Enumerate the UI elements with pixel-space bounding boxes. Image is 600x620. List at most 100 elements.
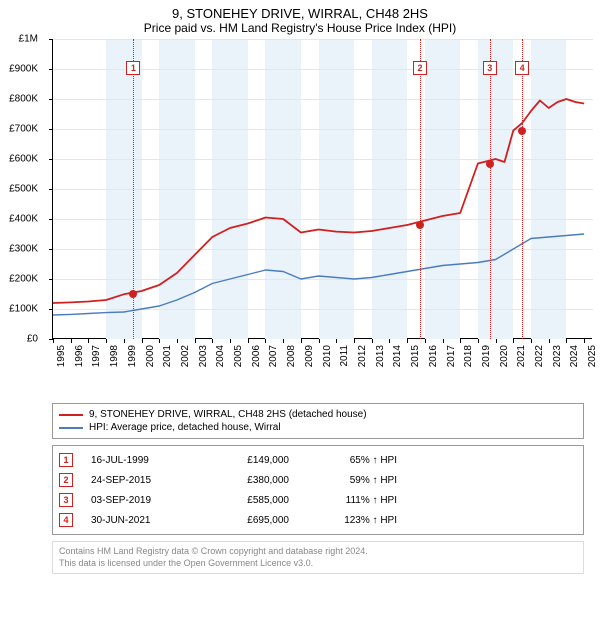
- x-axis-label: 2006: [251, 345, 262, 367]
- sale-price: £695,000: [209, 515, 289, 526]
- sales-row: 1 16-JUL-1999 £149,000 65% ↑ HPI: [59, 450, 577, 470]
- x-axis-label: 1999: [127, 345, 138, 367]
- x-axis-label: 2020: [499, 345, 510, 367]
- x-axis-label: 2001: [162, 345, 173, 367]
- footer-line: This data is licensed under the Open Gov…: [59, 558, 577, 570]
- sale-date: 30-JUN-2021: [91, 515, 191, 526]
- sale-marker-box: 3: [483, 61, 497, 75]
- x-axis-label: 2009: [304, 345, 315, 367]
- x-axis-labels: 1995 1996 1997 1998 1999 2000 2001 2002 2003 2004…: [52, 343, 592, 393]
- sale-marker-icon: 4: [59, 513, 73, 527]
- x-axis-label: 1995: [56, 345, 67, 367]
- footer-attribution: Contains HM Land Registry data © Crown c…: [52, 541, 584, 574]
- chart-subtitle: Price paid vs. HM Land Registry's House …: [8, 21, 592, 35]
- sale-price: £380,000: [209, 475, 289, 486]
- sales-row: 3 03-SEP-2019 £585,000 111% ↑ HPI: [59, 490, 577, 510]
- sale-marker-icon: 3: [59, 493, 73, 507]
- x-axis-label: 2024: [569, 345, 580, 367]
- x-axis-label: 1997: [91, 345, 102, 367]
- legend-swatch: [59, 427, 83, 429]
- x-axis-label: 2002: [180, 345, 191, 367]
- x-axis-label: 2025: [587, 345, 598, 367]
- x-axis-label: 2017: [446, 345, 457, 367]
- legend-swatch: [59, 414, 83, 416]
- y-axis-label: £800K: [9, 94, 38, 105]
- x-axis-label: 2022: [534, 345, 545, 367]
- chart-container: 9, STONEHEY DRIVE, WIRRAL, CH48 2HS Pric…: [0, 0, 600, 580]
- y-axis-label: £400K: [9, 214, 38, 225]
- sale-data-point: [518, 127, 526, 135]
- legend-item: 9, STONEHEY DRIVE, WIRRAL, CH48 2HS (det…: [59, 408, 577, 421]
- y-tick: [49, 69, 53, 70]
- y-axis-label: £200K: [9, 274, 38, 285]
- sales-table: 1 16-JUL-1999 £149,000 65% ↑ HPI 2 24-SE…: [52, 445, 584, 535]
- x-axis-label: 2021: [516, 345, 527, 367]
- title-block: 9, STONEHEY DRIVE, WIRRAL, CH48 2HS Pric…: [8, 6, 592, 35]
- legend-label: 9, STONEHEY DRIVE, WIRRAL, CH48 2HS (det…: [89, 409, 367, 420]
- sale-vline: [420, 39, 421, 339]
- x-axis-label: 2014: [392, 345, 403, 367]
- x-axis-label: 2011: [339, 345, 350, 367]
- sale-marker-icon: 1: [59, 453, 73, 467]
- y-axis-label: £900K: [9, 64, 38, 75]
- x-axis-label: 2013: [375, 345, 386, 367]
- sale-date: 16-JUL-1999: [91, 455, 191, 466]
- x-axis-label: 2012: [357, 345, 368, 367]
- sale-pct: 59% ↑ HPI: [307, 475, 397, 486]
- chart-area: 1 2 3 4 1995 1996 1997 1998 1999 2000 2001 2002 200…: [52, 39, 584, 399]
- y-axis-label: £300K: [9, 244, 38, 255]
- sale-pct: 65% ↑ HPI: [307, 455, 397, 466]
- y-axis-label: £600K: [9, 154, 38, 165]
- x-axis-label: 2018: [463, 345, 474, 367]
- sale-marker-box: 2: [413, 61, 427, 75]
- sale-price: £149,000: [209, 455, 289, 466]
- legend: 9, STONEHEY DRIVE, WIRRAL, CH48 2HS (det…: [52, 403, 584, 439]
- sales-row: 2 24-SEP-2015 £380,000 59% ↑ HPI: [59, 470, 577, 490]
- y-tick: [49, 39, 53, 40]
- sale-data-point: [486, 160, 494, 168]
- sale-marker-box: 1: [126, 61, 140, 75]
- plot-area: 1 2 3 4: [52, 39, 592, 339]
- y-tick: [49, 249, 53, 250]
- sale-data-point: [416, 221, 424, 229]
- x-axis-label: 2004: [215, 345, 226, 367]
- x-axis-label: 2015: [410, 345, 421, 367]
- sale-pct: 123% ↑ HPI: [307, 515, 397, 526]
- sale-vline: [522, 39, 523, 339]
- sale-marker-icon: 2: [59, 473, 73, 487]
- sale-price: £585,000: [209, 495, 289, 506]
- x-axis-label: 2008: [286, 345, 297, 367]
- sale-date: 24-SEP-2015: [91, 475, 191, 486]
- x-axis-label: 2003: [198, 345, 209, 367]
- x-axis-label: 2000: [145, 345, 156, 367]
- y-axis-label: £0: [27, 334, 38, 345]
- sales-row: 4 30-JUN-2021 £695,000 123% ↑ HPI: [59, 510, 577, 530]
- x-axis-label: 1996: [74, 345, 85, 367]
- x-axis-label: 2016: [428, 345, 439, 367]
- sale-data-point: [129, 290, 137, 298]
- y-tick: [49, 219, 53, 220]
- x-axis-label: 2005: [233, 345, 244, 367]
- y-tick: [49, 99, 53, 100]
- sale-date: 03-SEP-2019: [91, 495, 191, 506]
- y-tick: [49, 129, 53, 130]
- y-tick: [49, 279, 53, 280]
- y-tick: [49, 309, 53, 310]
- legend-item: HPI: Average price, detached house, Wirr…: [59, 421, 577, 434]
- legend-label: HPI: Average price, detached house, Wirr…: [89, 422, 281, 433]
- y-tick: [49, 189, 53, 190]
- y-axis-label: £1M: [19, 34, 38, 45]
- sale-pct: 111% ↑ HPI: [307, 495, 397, 506]
- footer-line: Contains HM Land Registry data © Crown c…: [59, 546, 577, 558]
- x-axis-label: 2010: [322, 345, 333, 367]
- x-axis-label: 2007: [268, 345, 279, 367]
- y-axis-label: £700K: [9, 124, 38, 135]
- chart-title: 9, STONEHEY DRIVE, WIRRAL, CH48 2HS: [8, 6, 592, 21]
- y-axis-label: £500K: [9, 184, 38, 195]
- x-axis-label: 2019: [481, 345, 492, 367]
- sale-marker-box: 4: [515, 61, 529, 75]
- x-axis-label: 1998: [109, 345, 120, 367]
- y-tick: [49, 159, 53, 160]
- x-axis-label: 2023: [552, 345, 563, 367]
- y-axis-label: £100K: [9, 304, 38, 315]
